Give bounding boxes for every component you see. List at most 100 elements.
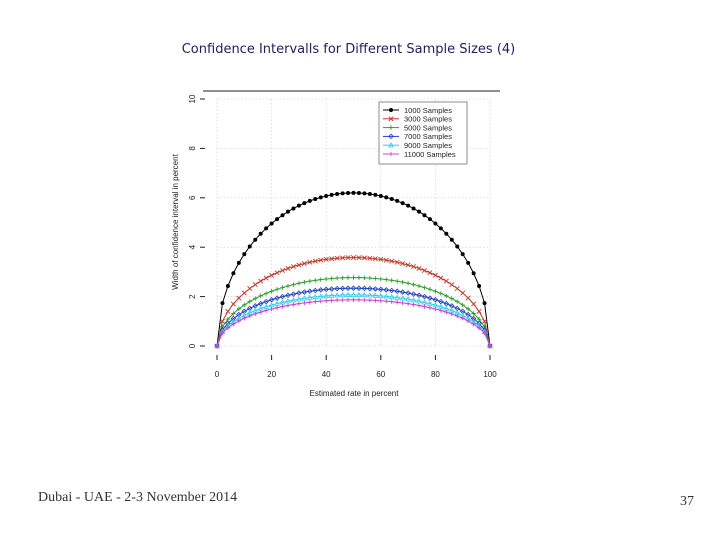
data-point (460, 302, 465, 308)
data-point (356, 190, 361, 195)
data-point (388, 293, 395, 300)
data-point (280, 213, 285, 218)
data-point (482, 324, 487, 330)
data-point (432, 296, 439, 303)
data-point (378, 276, 383, 282)
data-point (411, 302, 416, 307)
data-point (317, 287, 324, 293)
data-point (236, 260, 241, 265)
series-4 (214, 285, 493, 349)
data-point (444, 309, 449, 315)
data-point (236, 295, 242, 301)
data-point (264, 226, 269, 231)
data-point (219, 318, 225, 324)
y-tick-label: 0 (188, 343, 197, 348)
data-point (296, 262, 302, 268)
data-point (378, 286, 384, 293)
data-point (291, 282, 296, 287)
data-point (400, 201, 405, 206)
data-point (356, 255, 362, 261)
data-point (411, 206, 416, 211)
data-point (230, 315, 237, 322)
data-point (471, 271, 476, 276)
data-point (367, 255, 373, 261)
data-point (263, 308, 269, 313)
data-point (422, 213, 427, 218)
data-point (274, 270, 280, 276)
data-point (427, 287, 433, 292)
data-point (334, 285, 340, 292)
data-point (263, 275, 269, 281)
data-point (334, 297, 340, 303)
data-point (388, 116, 394, 122)
data-point (400, 260, 406, 267)
data-point (252, 282, 258, 288)
data-point (296, 281, 302, 286)
data-point (313, 196, 318, 201)
data-point (460, 252, 465, 257)
data-point (471, 321, 476, 327)
data-point (438, 308, 444, 313)
data-point (388, 133, 394, 140)
data-point (427, 300, 433, 306)
data-point (214, 343, 220, 349)
data-point (399, 295, 406, 301)
data-point (362, 297, 367, 303)
data-point (301, 295, 308, 301)
series-6 (214, 297, 493, 349)
data-point (405, 301, 411, 306)
data-point (361, 255, 367, 261)
data-point (231, 271, 236, 276)
x-tick-label: 0 (215, 370, 220, 379)
y-tick-label: 10 (188, 94, 197, 103)
data-point (405, 262, 411, 268)
data-point (361, 285, 368, 292)
data-point (356, 291, 362, 298)
data-point (296, 301, 302, 306)
data-point (389, 196, 394, 201)
data-point (421, 267, 427, 273)
data-point (236, 318, 242, 324)
data-point (433, 221, 438, 226)
data-point (302, 279, 307, 285)
data-point (433, 306, 438, 312)
data-point (323, 286, 329, 293)
data-point (220, 301, 225, 306)
data-point (383, 287, 390, 293)
data-point (427, 305, 433, 310)
axes-layer: 0 20 40 60 80 100 0 2 4 6 8 10 (188, 90, 500, 379)
data-point (394, 294, 401, 300)
data-point (291, 302, 296, 307)
data-point (356, 297, 362, 303)
x-tick-label: 40 (322, 370, 331, 379)
data-point (350, 255, 357, 261)
data-point (285, 209, 290, 214)
data-point (290, 291, 297, 297)
data-point (388, 125, 394, 130)
data-point (290, 297, 297, 303)
data-point (477, 283, 482, 288)
data-point (253, 296, 258, 301)
x-axis-label: Estimated rate in percent (310, 389, 400, 398)
data-point (274, 295, 280, 301)
data-point (444, 293, 449, 299)
data-point (384, 195, 389, 200)
data-point (373, 276, 378, 281)
data-point (455, 299, 460, 304)
data-point (340, 191, 345, 196)
data-point (394, 259, 400, 265)
data-point (345, 291, 351, 298)
data-point (242, 316, 247, 321)
data-point (313, 299, 318, 304)
data-point (400, 300, 405, 306)
data-point (328, 292, 335, 298)
data-point (432, 272, 438, 278)
data-point (335, 191, 340, 196)
legend-label: 7000 Samples (404, 132, 452, 141)
data-point (307, 259, 313, 265)
data-point (351, 190, 356, 195)
data-point (258, 231, 263, 236)
data-point (411, 282, 416, 287)
data-point (388, 287, 395, 294)
